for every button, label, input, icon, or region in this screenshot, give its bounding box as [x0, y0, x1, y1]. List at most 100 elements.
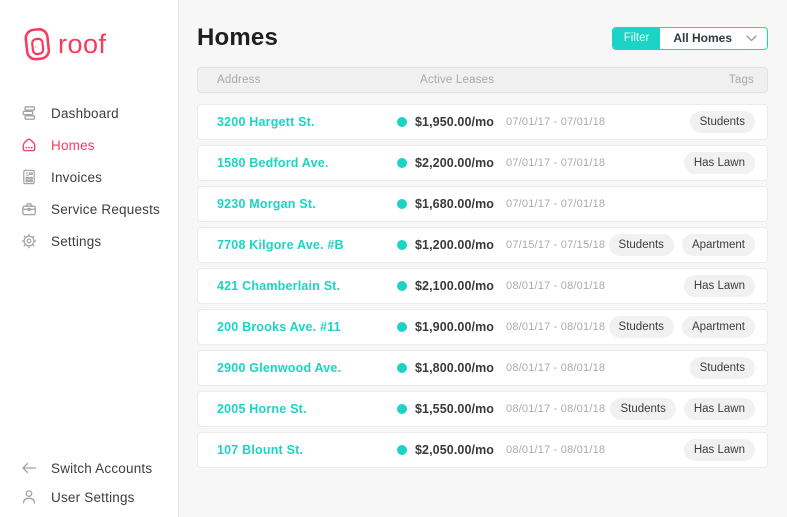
tag-pill: Has Lawn: [683, 398, 755, 420]
home-address-link[interactable]: 3200 Hargett St.: [217, 115, 315, 129]
home-row[interactable]: 2900 Glenwood Ave. $1,800.00/mo 08/01/17 -…: [197, 350, 768, 386]
tag-pill: Students: [608, 234, 674, 256]
home-row[interactable]: 1580 Bedford Ave. $2,200.00/mo 07/01/17 - …: [197, 145, 768, 181]
tag-pill: Students: [689, 357, 755, 379]
sidebar-footer-nav: Switch Accounts User Settings: [20, 459, 152, 506]
sidebar-nav: Dashboard Homes $ Invoices Service Requests S…: [20, 104, 178, 250]
tag-pill: Students: [610, 398, 676, 420]
tag-list: Has Lawn: [683, 275, 755, 297]
roof-logo-icon: [18, 24, 56, 64]
active-lease-dot-icon: [397, 117, 407, 127]
sidebar-item-label: User Settings: [51, 489, 135, 505]
sidebar-item-dashboard[interactable]: Dashboard: [20, 104, 178, 122]
tag-pill: Has Lawn: [683, 275, 755, 297]
dashboard-icon: [20, 104, 38, 122]
home-row[interactable]: 2005 Horne St. $1,550.00/mo 08/01/17 - 08/…: [197, 391, 768, 427]
sidebar: roof Dashboard Homes $ Invoices Service Requ…: [0, 0, 179, 517]
column-header-active-leases: Active Leases: [420, 74, 495, 86]
gear-icon: [20, 232, 38, 250]
lease-dates: 08/01/17 - 08/01/18: [506, 362, 606, 374]
column-header-tags: Tags: [728, 74, 754, 86]
home-icon: [20, 136, 38, 154]
sidebar-item-label: Service Requests: [51, 201, 160, 217]
lease-rent: $1,680.00/mo: [415, 197, 495, 211]
active-lease-dot-icon: [397, 445, 407, 455]
page-header: Homes Filter All Homes: [197, 22, 768, 54]
sidebar-item-label: Switch Accounts: [51, 460, 153, 476]
active-lease-dot-icon: [397, 199, 407, 209]
lease-dates: 07/01/17 - 07/01/18: [506, 116, 606, 128]
sidebar-item-label: Invoices: [51, 169, 103, 185]
filter-selected-value: All Homes: [673, 31, 732, 45]
svg-text:$: $: [26, 172, 30, 178]
tag-pill: Apartment: [681, 316, 755, 338]
filter-button[interactable]: Filter: [612, 27, 661, 49]
lease-rent: $1,950.00/mo: [415, 115, 495, 129]
brand-logo[interactable]: roof: [18, 24, 178, 64]
active-lease-dot-icon: [397, 404, 407, 414]
sidebar-item-user-settings[interactable]: User Settings: [20, 488, 152, 506]
lease-dates: 07/15/17 - 07/15/18: [506, 239, 606, 251]
tag-list: Has Lawn: [683, 152, 755, 174]
tag-list: Students: [689, 357, 755, 379]
home-address-link[interactable]: 107 Blount St.: [217, 443, 304, 457]
lease-rent: $1,200.00/mo: [415, 238, 495, 252]
lease-rent: $1,800.00/mo: [415, 361, 495, 375]
lease-rent: $2,050.00/mo: [415, 443, 495, 457]
table-header: Address Active Leases Tags: [197, 67, 768, 93]
home-address-link[interactable]: 9230 Morgan St.: [217, 197, 316, 211]
sidebar-item-service-requests[interactable]: Service Requests: [20, 200, 178, 218]
home-row[interactable]: 200 Brooks Ave. #11 $1,900.00/mo 08/01/17 …: [197, 309, 768, 345]
sidebar-item-label: Settings: [51, 233, 102, 249]
page-title: Homes: [197, 24, 279, 51]
sidebar-item-label: Dashboard: [51, 105, 119, 121]
home-row[interactable]: 3200 Hargett St. $1,950.00/mo 07/01/17 - 0…: [197, 104, 768, 140]
chevron-down-icon: [746, 34, 757, 42]
sidebar-item-switch-accounts[interactable]: Switch Accounts: [20, 459, 152, 477]
home-address-link[interactable]: 7708 Kilgore Ave. #B: [217, 238, 344, 252]
tag-pill: Has Lawn: [683, 439, 755, 461]
home-address-link[interactable]: 1580 Bedford Ave.: [217, 156, 329, 170]
active-lease-dot-icon: [397, 281, 407, 291]
lease-dates: 08/01/17 - 08/01/18: [506, 444, 606, 456]
tag-pill: Students: [608, 316, 674, 338]
lease-dates: 07/01/17 - 07/01/18: [506, 157, 606, 169]
tag-list: Has Lawn: [683, 439, 755, 461]
lease-rent: $1,900.00/mo: [415, 320, 495, 334]
home-address-link[interactable]: 421 Chamberlain St.: [217, 279, 341, 293]
tag-list: Students: [689, 111, 755, 133]
filter-select[interactable]: All Homes: [660, 28, 767, 49]
user-icon: [20, 488, 38, 506]
tag-list: Students Apartment: [608, 316, 755, 338]
lease-rent: $2,200.00/mo: [415, 156, 495, 170]
tag-list: Students Has Lawn: [610, 398, 755, 420]
main-content: Homes Filter All Homes Address Active Le…: [179, 0, 787, 517]
tag-pill: Has Lawn: [683, 152, 755, 174]
home-row[interactable]: 421 Chamberlain St. $2,100.00/mo 08/01/17 …: [197, 268, 768, 304]
lease-dates: 08/01/17 - 08/01/18: [506, 321, 606, 333]
home-address-link[interactable]: 200 Brooks Ave. #11: [217, 320, 341, 334]
home-row[interactable]: 107 Blount St. $2,050.00/mo 08/01/17 - 08/…: [197, 432, 768, 468]
lease-dates: 08/01/17 - 08/01/18: [506, 403, 606, 415]
tag-pill: Students: [689, 111, 755, 133]
homes-list: 3200 Hargett St. $1,950.00/mo 07/01/17 - 0…: [197, 104, 768, 468]
invoice-icon: $: [20, 168, 38, 186]
home-address-link[interactable]: 2900 Glenwood Ave.: [217, 361, 342, 375]
active-lease-dot-icon: [397, 322, 407, 332]
tag-pill: Apartment: [681, 234, 755, 256]
active-lease-dot-icon: [397, 240, 407, 250]
sidebar-item-homes[interactable]: Homes: [20, 136, 178, 154]
lease-rent: $2,100.00/mo: [415, 279, 495, 293]
home-address-link[interactable]: 2005 Horne St.: [217, 402, 307, 416]
sidebar-item-invoices[interactable]: $ Invoices: [20, 168, 178, 186]
home-row[interactable]: 9230 Morgan St. $1,680.00/mo 07/01/17 - 07…: [197, 186, 768, 222]
sidebar-item-settings[interactable]: Settings: [20, 232, 178, 250]
filter-control: Filter All Homes: [611, 26, 768, 50]
briefcase-icon: [20, 200, 38, 218]
tag-list: Students Apartment: [608, 234, 755, 256]
lease-dates: 08/01/17 - 08/01/18: [506, 280, 606, 292]
active-lease-dot-icon: [397, 158, 407, 168]
home-row[interactable]: 7708 Kilgore Ave. #B $1,200.00/mo 07/15/17…: [197, 227, 768, 263]
column-header-address: Address: [217, 74, 261, 86]
